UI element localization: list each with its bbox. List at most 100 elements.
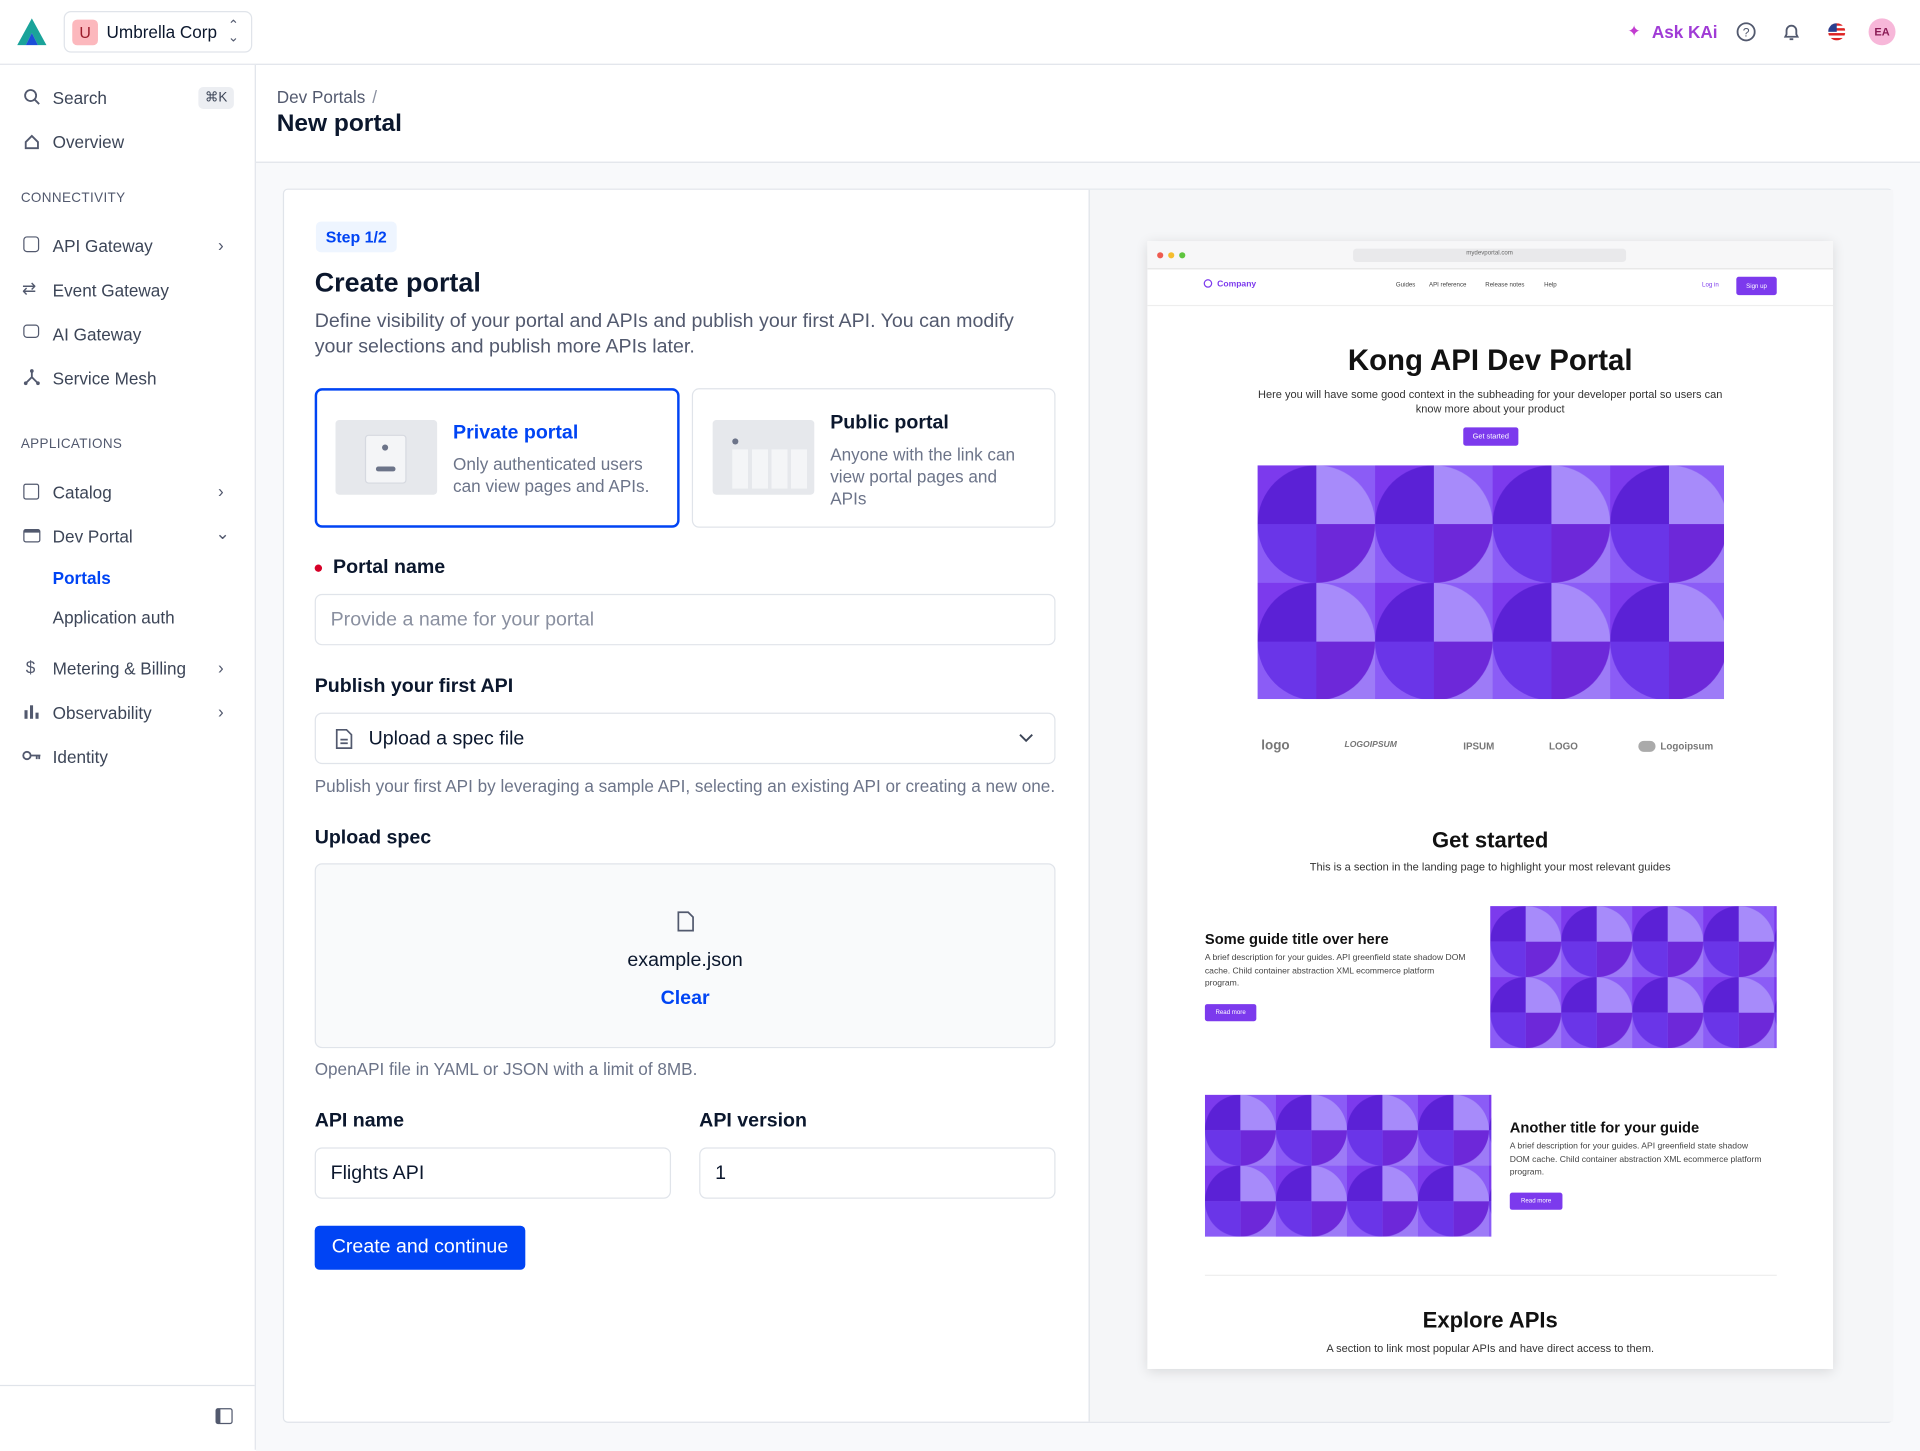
search-icon [24,89,40,105]
help-text: OpenAPI file in YAML or JSON with a limi… [314,1059,698,1079]
nav-subitem-active[interactable]: Portals [52,568,111,588]
text-input[interactable]: Provide a name for your portal [314,593,1056,646]
form-title: Create portal [314,266,481,298]
hero-subtitle: Here you will have some good context in … [1258,388,1723,416]
input-value: 1 [715,1163,727,1185]
option-card[interactable]: Public portal Anyone with the link can v… [691,388,1056,528]
nav-item[interactable]: API Gateway [52,236,153,256]
partner-logo: logo [1261,738,1290,754]
chevron: › [217,701,224,722]
explore-title: Explore APIs [1422,1307,1558,1333]
chevron: ⌄ [215,522,230,543]
org-badge: U [72,19,98,46]
nav-item[interactable]: Metering & Billing [52,658,187,679]
preview-login: Log in [1702,281,1719,289]
file-icon [335,728,353,750]
guide-button: Read more [1204,1004,1257,1022]
select-value: Upload a spec file [368,728,525,750]
explore-subtitle: A section to link most popular APIs and … [1326,1342,1655,1355]
nav-item[interactable]: Event Gateway [52,280,169,300]
placeholder: Provide a name for your portal [330,609,595,631]
nav-overview[interactable]: Overview [52,132,125,152]
ask-icon: ✦ [1627,22,1641,41]
nav-icon [24,705,39,719]
nav-search[interactable]: Search [52,88,107,108]
preview-divider [1204,1274,1777,1276]
topbar: U Umbrella Corp ⌃ ⌄ ✦ Ask KAi ? EA [0,0,1920,65]
guide-image [1490,906,1777,1049]
bell-icon[interactable] [1782,22,1802,42]
brand-name: Company [1217,280,1257,289]
hero-title: Kong API Dev Portal [1347,344,1633,378]
ask-kai[interactable]: Ask KAi [1651,22,1718,42]
illustration-grid [732,449,809,489]
guide-title: Another title for your guide [1509,1119,1700,1137]
help-icon[interactable]: ? [1736,22,1756,42]
nav-icon [22,750,41,761]
nav-item[interactable]: Identity [52,746,108,767]
option-card-selected[interactable]: Private portal Only authenticated users … [314,388,680,528]
illustration-dot [382,444,389,451]
updown-icon: ⌃ ⌄ [227,18,240,46]
chevron: › [217,657,224,678]
form-description: Define visibility of your portal and API… [314,311,1014,358]
file-name: example.json [627,950,743,972]
preview-nav: Help [1544,281,1557,289]
breadcrumb-separator: / [372,86,378,107]
select[interactable]: Upload a spec file [314,712,1056,765]
select-chevron [1019,734,1033,743]
browser-bar: mydevportal.com [1147,241,1834,270]
submit-button[interactable]: Create and continue [314,1225,526,1270]
nav-item[interactable]: Observability [52,702,152,723]
section-title: Get started [1432,827,1549,853]
collapse-icon[interactable] [215,1408,233,1425]
file-icon [677,911,694,932]
chevron: › [217,481,224,501]
guide-title: Some guide title over here [1204,930,1389,948]
clear-link[interactable]: Clear [660,988,710,1009]
nav-subitem[interactable]: Application auth [52,607,175,627]
step-badge: Step 1/2 [315,221,397,253]
option-description: Anyone with the link can view portal pag… [830,444,1016,509]
partner-logo-mark [1638,740,1656,752]
preview-nav: Release notes [1485,281,1525,289]
guide-description: A brief description for your guides. API… [1509,1142,1762,1177]
chevron: › [217,235,224,255]
dropzone[interactable]: example.json Clear [314,863,1056,1049]
field-label: Upload spec [314,827,432,849]
guide-image [1204,1094,1492,1237]
shortcut: ⌘K [198,86,234,109]
option-illustration [712,420,815,495]
input-value: Flights API [330,1163,425,1185]
breadcrumb[interactable]: Dev Portals [276,86,366,107]
option-title: Private portal [453,422,579,444]
partner-logo: Logoipsum [1660,740,1714,752]
text-input[interactable]: Flights API [314,1147,672,1199]
url: mydevportal.com [1466,249,1513,258]
illustration-bar [375,466,396,472]
section-title: APPLICATIONS [20,437,123,452]
guide-description: A brief description for your guides. API… [1204,953,1466,989]
nav-icon [23,324,40,338]
preview-signup: Sign up [1736,276,1777,296]
field-label: Portal name [333,557,446,578]
flag-icon[interactable] [1828,23,1846,41]
nav-item[interactable]: AI Gateway [52,324,142,345]
nav-icon [23,369,40,386]
preview-nav: Guides [1395,281,1416,289]
text-input[interactable]: 1 [699,1147,1056,1199]
nav-item[interactable]: Dev Portal [52,526,133,547]
section-title: CONNECTIVITY [20,191,126,206]
nav-icon: ⇄ [22,277,37,298]
nav-item[interactable]: Catalog [52,482,112,503]
preview-divider [1147,304,1834,307]
avatar[interactable]: EA [1868,18,1896,46]
nav-item[interactable]: Service Mesh [52,368,157,389]
option-illustration [335,420,438,495]
org-selector[interactable]: U Umbrella Corp ⌃ ⌄ [63,11,253,53]
field-label: API version [699,1110,807,1132]
sidebar: Search ⌘K Overview CONNECTIVITY API Gate… [0,64,256,1450]
option-description: Only authenticated users can view pages … [453,454,650,496]
